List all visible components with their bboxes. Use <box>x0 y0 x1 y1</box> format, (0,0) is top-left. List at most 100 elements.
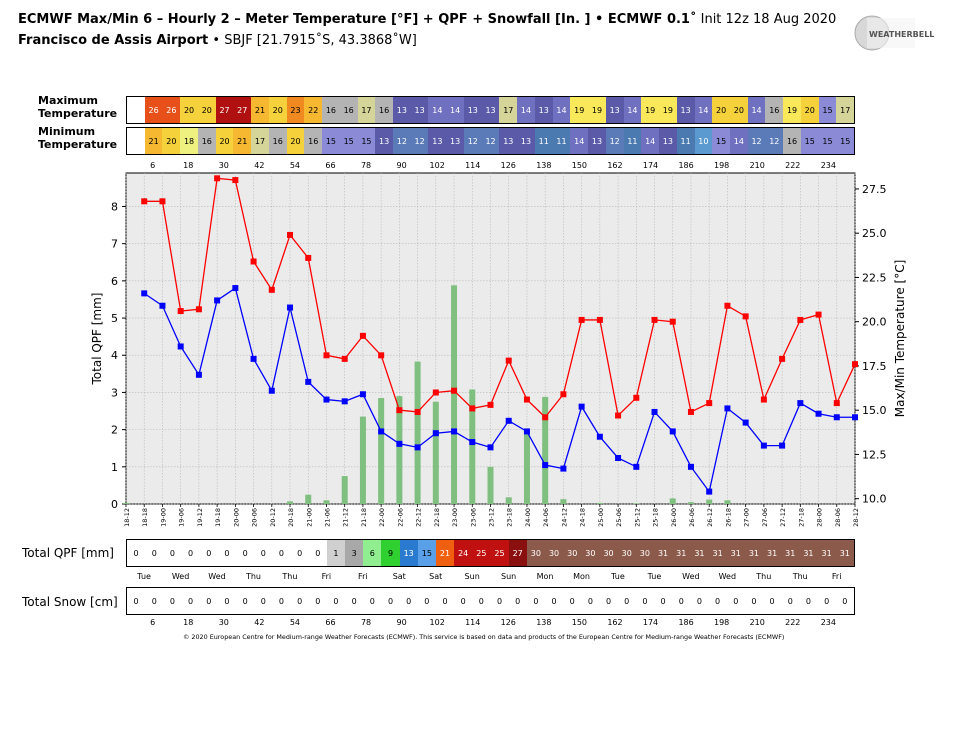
min-temp-cell: 12 <box>765 128 784 154</box>
min-temp-point <box>815 410 822 417</box>
hour-tick-label: 162 <box>607 618 623 627</box>
day-label: Sat <box>429 572 443 581</box>
max-temp-point <box>378 352 385 359</box>
qpf-total-cell: 31 <box>690 540 709 566</box>
qpf-bar <box>706 499 713 504</box>
min-temp-point <box>469 439 476 446</box>
y2-tick-label: 17.5 <box>862 360 887 373</box>
day-label: Fri <box>358 572 368 581</box>
min-temp-point <box>414 444 421 451</box>
x-tick-label: 21-06 <box>323 508 331 527</box>
day-label: Tue <box>611 572 625 581</box>
min-temp-cell: 14 <box>641 128 660 154</box>
qpf-bar <box>414 361 421 504</box>
location-line: Francisco de Assis Airport • SBJF [21.79… <box>18 33 417 48</box>
x-tick-label: 22-12 <box>415 508 423 527</box>
hour-tick-label: 114 <box>465 161 481 170</box>
min-temp-point <box>651 408 658 415</box>
weatherbell-logo: WEATHERBELL <box>853 14 937 52</box>
day-labels: Tue Wed Wed Thu Thu Fri Fri Sat Sat Sun Sun Mon Mon T… <box>126 572 855 584</box>
min-temp-cell: 13 <box>659 128 677 154</box>
hour-tick-label: 78 <box>360 618 372 627</box>
qpf-total-cell: 0 <box>236 540 255 566</box>
snow-total-cell: 0 <box>417 588 436 614</box>
x-tick-label: 26-18 <box>724 508 732 527</box>
snow-total-cell: 0 <box>127 588 146 614</box>
day-label: Thu <box>282 572 298 581</box>
min-temp-cell: 12 <box>481 128 500 154</box>
max-temp-cell: 16 <box>322 97 340 123</box>
day-label: Fri <box>321 572 332 581</box>
max-temp-point <box>432 389 439 396</box>
qpf-bar <box>123 502 129 504</box>
y-tick-label: 2 <box>111 424 118 437</box>
min-temp-cell: 16 <box>268 128 287 154</box>
max-temp-strip: 26 26 20 20 27 27 21 20 23 22 16 16 17 16 13 13 14 14 13 13… <box>126 96 855 124</box>
min-temp-cell: 11 <box>623 128 642 154</box>
qpf-total-cell: 30 <box>617 540 636 566</box>
day-label: Tue <box>647 572 662 581</box>
hour-tick-label: 198 <box>714 161 730 170</box>
x-tick-label: 24-00 <box>524 508 532 527</box>
max-temp-cell: 19 <box>783 97 801 123</box>
max-temp-cell: 19 <box>659 97 677 123</box>
x-tick-label: 21-18 <box>360 508 368 527</box>
snow-total-cell: 0 <box>708 588 727 614</box>
qpf-total-cell: 6 <box>363 540 382 566</box>
min-temp-point <box>323 396 330 403</box>
max-temp-cell: 16 <box>339 97 358 123</box>
x-tick-label: 23-18 <box>506 508 514 527</box>
hour-tick-label: 186 <box>678 618 694 627</box>
qpf-bar <box>378 398 385 504</box>
qpf-total-cell: 25 <box>490 540 509 566</box>
day-label: Tue <box>137 572 151 581</box>
x-tick-label: 24-06 <box>542 508 550 527</box>
max-temp-cell: 14 <box>552 97 571 123</box>
qpf-total-cell: 1 <box>326 540 346 566</box>
x-tick-label: 27-06 <box>761 508 769 527</box>
qpf-total-cell: 31 <box>672 540 691 566</box>
hour-tick-label: 126 <box>500 161 516 170</box>
qpf-total-cell: 31 <box>763 540 782 566</box>
min-temp-point <box>250 355 257 362</box>
min-temp-point <box>833 414 840 421</box>
min-temp-cell: 16 <box>783 128 801 154</box>
min-temp-cell: 12 <box>410 128 429 154</box>
x-tick-label: 20-00 <box>232 508 240 527</box>
snow-total-cell: 0 <box>817 588 836 614</box>
qpf-total-cell: 31 <box>781 540 800 566</box>
day-label: Sat <box>392 572 406 581</box>
snow-total-cell: 0 <box>672 588 691 614</box>
hour-tick-label: 210 <box>749 618 765 627</box>
max-temp-cell: 14 <box>428 97 447 123</box>
min-temp-cell: 11 <box>676 128 695 154</box>
x-tick-label: 25-12 <box>633 508 641 527</box>
max-temp-point <box>396 407 403 414</box>
min-temp-point <box>451 428 458 435</box>
snow-total-cell: 0 <box>345 588 364 614</box>
qpf-total-cell: 30 <box>581 540 600 566</box>
qpf-total-cell: 0 <box>127 540 146 566</box>
max-temp-point <box>578 316 585 323</box>
qpf-bar <box>341 476 348 504</box>
max-temp-point <box>706 400 713 407</box>
min-temp-point <box>578 403 585 410</box>
max-temp-point <box>487 401 494 408</box>
qpf-bar <box>669 498 676 504</box>
max-temp-cell: 20 <box>180 97 198 123</box>
x-tick-label: 19-06 <box>178 508 186 527</box>
min-temp-strip: 21 20 18 16 20 21 17 16 20 16 15 15 15 13 12 12 13 13 12 12… <box>126 127 855 155</box>
snow-total-cell: 0 <box>526 588 545 614</box>
min-temp-cell: 13 <box>428 128 447 154</box>
qpf-total-cell: 0 <box>217 540 237 566</box>
temperature-qpf-chart: 0 1 2 3 4 5 6 7 8 10.0 12.5 15.0 17.5 20.0 22.5 25.0 27.… <box>90 172 907 527</box>
max-temp-point <box>779 355 786 362</box>
min-temp-cell: 11 <box>534 128 553 154</box>
max-temp-cell: 20 <box>712 97 730 123</box>
hour-tick-label: 174 <box>642 618 659 627</box>
snow-total-cell: 0 <box>435 588 455 614</box>
max-temp-cell: 26 <box>162 97 181 123</box>
qpf-total-cell: 30 <box>563 540 582 566</box>
x-tick-label: 27-18 <box>797 508 805 527</box>
max-temp-cell: 19 <box>570 97 589 123</box>
